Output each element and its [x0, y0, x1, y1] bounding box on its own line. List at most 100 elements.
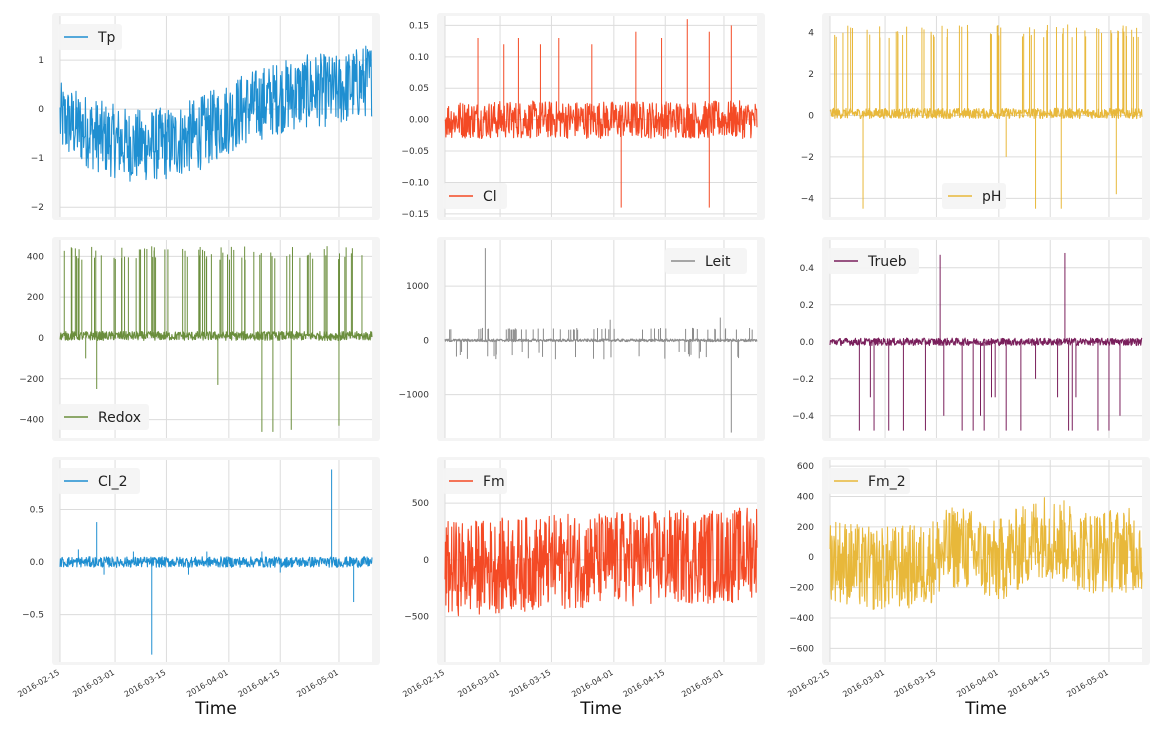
legend-redox: Redox	[58, 404, 149, 430]
legend-box	[942, 183, 1006, 209]
panel-fm: −500 0 500 2016-02-15 2016-03-01 2016-03-15 20…	[401, 457, 765, 699]
y-tick-label: 0.10	[409, 53, 429, 63]
x-tick-label: 2016-04-15	[621, 668, 666, 699]
y-tick-label: 0	[38, 105, 44, 115]
x-tick-label: 2016-05-01	[295, 668, 340, 699]
x-tick-label: 2016-02-15	[16, 668, 61, 699]
legend-cl-2: Cl_2	[58, 468, 140, 494]
y-tick-label: −200	[789, 584, 814, 594]
legend-label: Cl	[483, 189, 497, 205]
y-tick-label: 1	[38, 56, 44, 66]
series-line-fm	[444, 507, 758, 617]
x-tick-label: 2016-03-15	[893, 668, 938, 699]
x-tick-label: 2016-04-15	[1006, 668, 1051, 699]
y-tick-label: 0	[808, 553, 814, 563]
series-redox	[59, 246, 373, 432]
legend-fm: Fm	[443, 468, 507, 494]
y-tick-label: −0.5	[22, 611, 44, 621]
y-tick-label: 200	[797, 523, 814, 533]
panel-leit: −1000 0 1000 Leit	[399, 237, 765, 441]
y-tick-label: −400	[789, 614, 814, 624]
x-axis-labels: Time Time Time	[194, 699, 1007, 719]
y-tick-label: −600	[789, 644, 814, 654]
x-tick-label: 2016-03-01	[71, 668, 116, 699]
series-line-ph	[829, 107, 1143, 120]
legend-box	[828, 248, 919, 274]
y-tick-label: −500	[404, 613, 429, 623]
y-tick-label: 0	[808, 111, 814, 121]
x-tick-label: 2016-03-01	[841, 668, 886, 699]
legend-box	[828, 468, 910, 494]
series-line-cl-2	[59, 556, 373, 568]
legend-label: Fm_2	[868, 474, 906, 490]
y-tick-label: −2	[801, 153, 814, 163]
legend-box	[665, 248, 747, 274]
legend-label: pH	[982, 189, 1001, 205]
y-tick-label: 0.0	[800, 338, 815, 348]
y-tick-label: 4	[808, 29, 814, 39]
y-tick-label: −400	[19, 416, 44, 426]
series-cl-2	[59, 469, 373, 655]
legend-label: Tp	[97, 30, 116, 46]
x-tick-label: 2016-05-01	[680, 668, 725, 699]
legend-box	[443, 183, 507, 209]
legend-box	[58, 404, 149, 430]
panel-fm-2: −600 −400 −200 0 200 400 600 2016-02-15 2016-03-…	[786, 457, 1150, 699]
legend-ph: pH	[942, 183, 1006, 209]
series-line-fm-2	[829, 497, 1143, 610]
x-tick-label: 2016-04-01	[955, 668, 1000, 699]
legend-label: Redox	[98, 410, 141, 426]
y-tick-label: 0.05	[409, 84, 429, 94]
panel-tp: −2 −1 0 1 Tp	[31, 13, 380, 220]
legend-trueb: Trueb	[828, 248, 919, 274]
y-tick-label: 0	[423, 336, 429, 346]
x-tick-label: 2016-03-01	[456, 668, 501, 699]
y-tick-label: 500	[412, 499, 429, 509]
legend-label: Leit	[705, 254, 731, 270]
panel-trueb: −0.4 −0.2 0.0 0.2 0.4 Trueb	[792, 237, 1150, 441]
y-tick-label: −200	[19, 375, 44, 385]
legend-label: Cl_2	[98, 474, 128, 490]
y-tick-label: 600	[797, 462, 814, 472]
y-tick-label: −0.15	[401, 210, 429, 220]
series-ph	[829, 24, 1143, 209]
y-tick-label: 0.5	[30, 505, 44, 515]
legend-leit: Leit	[665, 248, 747, 274]
x-tick-label: 2016-02-15	[401, 668, 446, 699]
y-tick-label: 0.4	[800, 264, 815, 274]
y-tick-label: −1	[31, 154, 44, 164]
x-tick-label: 2016-02-15	[786, 668, 831, 699]
x-tick-label: 2016-04-15	[236, 668, 281, 699]
y-tick-label: 0.15	[409, 21, 429, 31]
legend-label: Trueb	[867, 254, 907, 270]
legend-box	[58, 24, 122, 50]
series-trueb	[829, 252, 1143, 431]
x-tick-label: 2016-04-01	[185, 668, 230, 699]
y-tick-label: −0.10	[401, 178, 429, 188]
series-tp	[59, 45, 373, 182]
panel-redox: −400 −200 0 200 400 Redox	[19, 237, 380, 441]
y-tick-label: 400	[797, 492, 814, 502]
legend-label: Fm	[483, 474, 505, 490]
panel-ph: −4 −2 0 2 4 pH	[801, 13, 1150, 220]
y-tick-label: 2	[808, 70, 814, 80]
legend-cl: Cl	[443, 183, 507, 209]
y-tick-label: 0.2	[800, 301, 814, 311]
series-fm	[444, 507, 758, 617]
y-tick-label: 1000	[406, 282, 429, 292]
series-cl	[444, 19, 758, 208]
legend-box	[443, 468, 507, 494]
y-tick-label: −4	[801, 194, 815, 204]
y-tick-label: 0.0	[30, 558, 45, 568]
panel-cl-2: −0.5 0.0 0.5 2016-02-15 2016-03-01 2016-03-15…	[16, 457, 380, 699]
series-line-trueb	[829, 337, 1143, 347]
series-line-leit	[444, 338, 758, 343]
x-tick-label: 2016-03-15	[508, 668, 553, 699]
x-axis-title-col3: Time	[964, 699, 1007, 719]
series-fm-2	[829, 497, 1143, 610]
y-tick-label: −0.2	[792, 375, 814, 385]
x-tick-label: 2016-04-01	[570, 668, 615, 699]
y-tick-label: 0	[38, 334, 44, 344]
y-tick-label: −0.4	[792, 412, 814, 422]
